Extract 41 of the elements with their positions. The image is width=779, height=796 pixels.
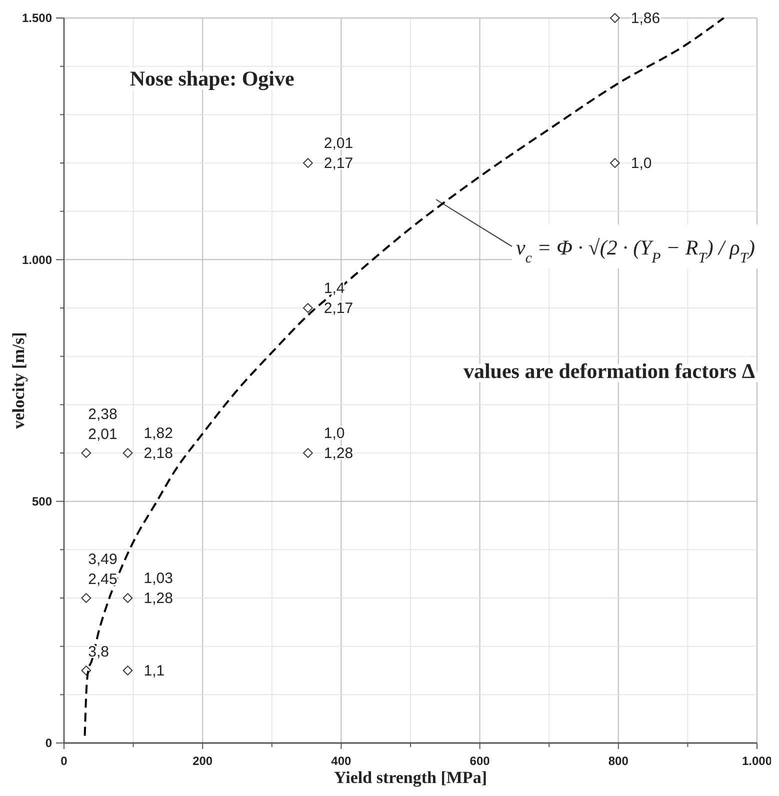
point [610,13,620,23]
annotation: 1,86 [630,10,660,27]
annotation: 1,82 [144,425,173,442]
annotation: values are deformation factors Δ [463,359,755,384]
x-tick-label: 600 [470,754,490,768]
x-tick-label: 400 [331,754,352,768]
point [122,666,133,676]
annotation: 1,03 [144,570,173,587]
annotation: 1,1 [144,662,165,680]
point [122,593,133,603]
x-axis-title: Yield strength [MPa] [334,768,487,787]
point [303,158,313,168]
point [610,158,620,168]
annotation: Nose shape: Ogive [130,66,294,91]
annotation: 3,49 [88,551,118,568]
x-tick-label: 0 [60,754,68,768]
x-tick-label: 200 [192,754,213,768]
annotation: 2,17 [324,300,354,317]
annotation: 3,8 [88,644,110,660]
y-axis-title: velocity [m/s] [9,332,28,429]
y-tick-label: 0 [45,736,52,750]
annotation: 2,17 [324,155,354,172]
point [303,303,313,313]
point [122,448,133,458]
point [81,593,92,603]
annotation: 1,28 [144,590,173,607]
annotation: 2,18 [144,445,173,462]
y-tick-label: 500 [32,494,52,509]
annotation: 1,28 [324,445,354,462]
y-tick-label: 1.000 [22,252,52,267]
text: v$_{c}$ = Φ · √(2 · (Y$_{P}$ − R$_{T}$) / ρ$_{T}$) [516,236,755,266]
annotation: 1,0 [630,155,652,172]
annotation: 2,38 [88,406,118,423]
annotation: 2,01 [324,135,354,152]
point [303,448,313,458]
x-tick-label: 800 [608,754,629,768]
annotation: 2,01 [88,426,118,443]
annotation: 1,0 [324,425,345,442]
annotation: 1,4 [324,280,345,297]
point [81,448,92,458]
y-tick-label: 1.500 [22,11,52,26]
